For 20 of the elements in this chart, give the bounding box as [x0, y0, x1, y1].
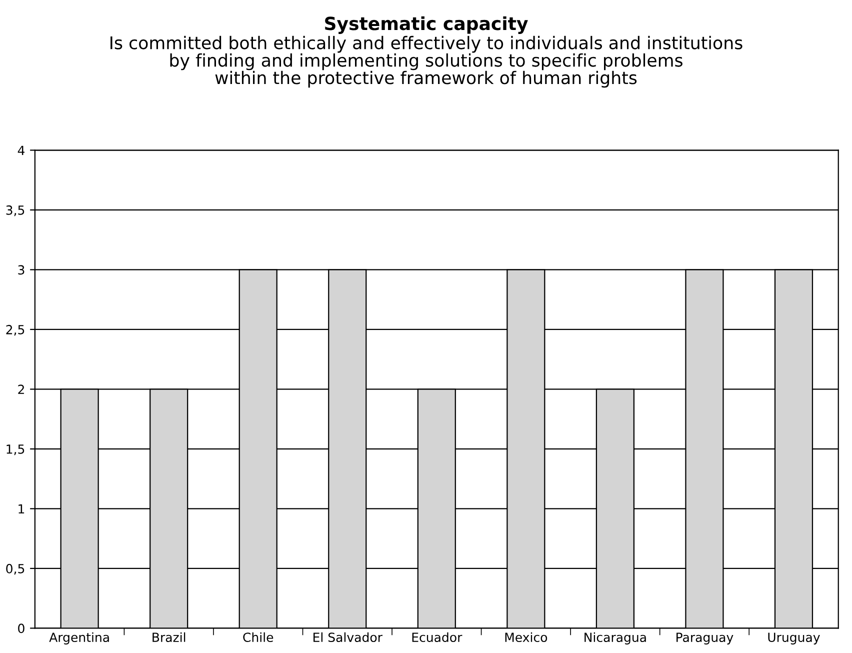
- y-tick-label: 2,5: [6, 324, 24, 336]
- y-tick-label: 0: [18, 624, 24, 634]
- x-tick-label: Argentina: [49, 632, 109, 644]
- y-tick-label: 4: [18, 146, 25, 155]
- x-tick-label: Brazil: [152, 632, 186, 642]
- x-tick-label: Ecuador: [412, 632, 462, 642]
- y-tick-label: 2: [18, 384, 24, 394]
- x-tick-label: El Salvador: [314, 632, 382, 642]
- chart-title: Systematic capacity: [325, 16, 528, 34]
- chart-subtitle: Is committed both ethically and effectively to individuals and institutions by finding and implementing solutions to specific problems within the protective framework of human rights: [110, 36, 742, 88]
- x-tick-label: Nicaragua: [584, 632, 646, 644]
- x-tick-label: Uruguay: [768, 632, 820, 644]
- x-tick-label: Mexico: [505, 632, 548, 642]
- y-tick-label: 1: [18, 504, 24, 514]
- y-tick-label: 3,5: [6, 205, 24, 216]
- y-tick-label: 0,5: [6, 564, 24, 575]
- y-tick-label: 3: [18, 265, 24, 275]
- x-tick-label: Chile: [243, 632, 274, 642]
- x-tick-label: Paraguay: [676, 632, 734, 644]
- y-tick-label: 1,5: [6, 444, 24, 456]
